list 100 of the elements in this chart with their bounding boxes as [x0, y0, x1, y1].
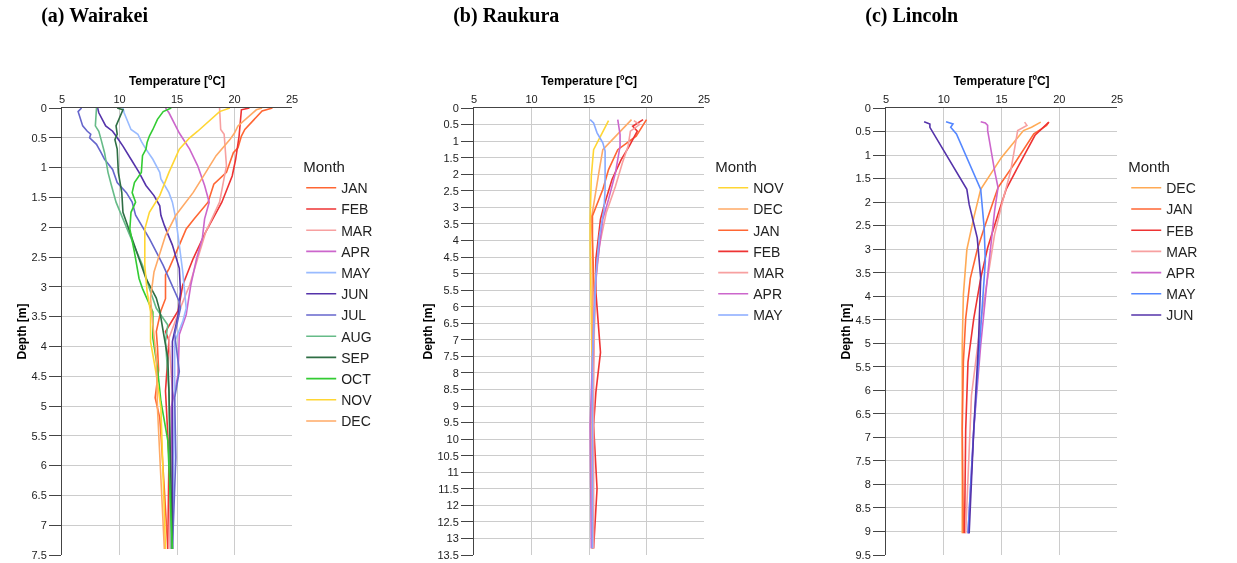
legend-label: JUL [341, 307, 367, 324]
y-axis-title: Depth [m] [14, 303, 29, 360]
y-tick-label: 2 [864, 195, 871, 208]
y-tick-label: 9 [864, 525, 871, 538]
legend-label: FEB [341, 201, 369, 218]
y-tick-label: 6.5 [443, 317, 459, 330]
y-tick-label: 6 [452, 300, 459, 313]
x-tick-label: 20 [640, 92, 653, 105]
x-tick-label: 25 [697, 92, 711, 105]
legend-label: JUN [1166, 307, 1194, 324]
legend-label: OCT [341, 371, 372, 388]
legend-label: SEP [341, 349, 370, 366]
y-tick-label: 10 [446, 432, 459, 445]
y-tick-label: 5.5 [855, 360, 871, 373]
x-axis-title: Temperature [ºC] [128, 73, 226, 88]
y-tick-label: 0.5 [855, 125, 871, 138]
y-tick-label: 8.5 [855, 501, 871, 514]
y-tick-label: 1 [452, 134, 459, 147]
y-tick-label: 5 [864, 337, 871, 350]
y-tick-label: 12 [446, 499, 459, 512]
legend-title: Month [1128, 158, 1170, 176]
y-tick-label: 0.5 [31, 131, 47, 144]
y-tick-label: 1 [40, 161, 47, 174]
y-tick-label: 8 [452, 366, 459, 379]
y-tick-label: 3.5 [31, 310, 47, 323]
y-tick-label: 12.5 [437, 515, 459, 528]
y-tick-label: 4.5 [855, 313, 871, 326]
chart-title: (b) Raukura [453, 4, 560, 28]
y-tick-label: 7.5 [443, 350, 459, 363]
legend-label: FEB [753, 243, 781, 260]
y-tick-label: 1.5 [855, 172, 871, 185]
legend-label: MAR [753, 265, 785, 282]
y-tick-label: 4.5 [31, 370, 47, 383]
y-tick-label: 7 [864, 431, 871, 444]
y-tick-label: 13.5 [437, 548, 459, 561]
y-tick-label: 2 [452, 168, 459, 181]
y-tick-label: 7 [452, 333, 459, 346]
y-tick-label: 3.5 [855, 266, 871, 279]
y-axis-title: Depth [m] [420, 303, 435, 360]
y-tick-label: 9.5 [443, 416, 459, 429]
y-tick-label: 1 [864, 148, 871, 161]
chart-title: (a) Wairakei [41, 4, 149, 28]
legend-label: MAR [341, 222, 373, 239]
y-tick-label: 6.5 [31, 489, 47, 502]
legend-label: APR [341, 243, 370, 260]
y-tick-label: 7 [40, 519, 47, 532]
y-tick-label: 5 [40, 399, 47, 412]
y-tick-label: 1.5 [31, 191, 47, 204]
y-tick-label: 5.5 [443, 283, 459, 296]
y-tick-label: 4.5 [443, 250, 459, 263]
legend-label: FEB [1166, 222, 1194, 239]
legend-label: NOV [341, 392, 373, 409]
y-tick-label: 6 [864, 384, 871, 397]
y-tick-label: 6 [40, 459, 47, 472]
legend-label: DEC [341, 413, 371, 430]
y-tick-label: 3 [864, 243, 871, 256]
y-tick-label: 5 [452, 267, 459, 280]
x-tick-label: 5 [470, 92, 478, 105]
y-tick-label: 4 [864, 290, 871, 303]
y-tick-label: 8.5 [443, 383, 459, 396]
legend-label: APR [753, 286, 782, 303]
y-tick-label: 0.5 [443, 118, 459, 131]
legend-label: MAY [753, 307, 784, 324]
y-tick-label: 1.5 [443, 151, 459, 164]
x-tick-label: 25 [285, 92, 299, 105]
legend-title: Month [715, 158, 757, 176]
legend-label: DEC [753, 201, 783, 218]
y-tick-label: 11.5 [438, 482, 459, 495]
y-tick-label: 0 [864, 101, 871, 114]
legend-label: MAY [341, 265, 372, 282]
legend-label: MAY [1166, 286, 1197, 303]
chart-title: (c) Lincoln [865, 4, 959, 28]
x-tick-label: 25 [1110, 92, 1124, 105]
x-tick-label: 10 [937, 92, 950, 105]
y-tick-label: 7.5 [31, 548, 47, 561]
y-tick-label: 2 [40, 221, 47, 234]
x-tick-label: 20 [228, 92, 241, 105]
legend-label: JUN [341, 286, 369, 303]
x-tick-label: 5 [882, 92, 890, 105]
x-axis-title: Temperature [ºC] [540, 73, 638, 88]
x-tick-label: 20 [1053, 92, 1066, 105]
x-tick-label: 5 [58, 92, 66, 105]
y-tick-label: 2.5 [443, 184, 459, 197]
x-tick-label: 10 [113, 92, 126, 105]
y-tick-label: 2.5 [855, 219, 871, 232]
y-axis-title: Depth [m] [838, 303, 853, 360]
legend-title: Month [303, 158, 345, 176]
y-tick-label: 8 [864, 478, 871, 491]
x-tick-label: 15 [995, 92, 1008, 105]
y-tick-label: 5.5 [31, 429, 47, 442]
y-tick-label: 7.5 [855, 454, 871, 467]
legend-label: AUG [341, 328, 372, 345]
y-tick-label: 2.5 [31, 250, 47, 263]
y-tick-label: 0 [40, 101, 47, 114]
legend-label: MAR [1166, 243, 1198, 260]
x-axis-title: Temperature [ºC] [953, 73, 1050, 88]
y-tick-label: 9.5 [855, 548, 871, 561]
y-tick-label: 3 [452, 201, 459, 214]
y-tick-label: 6.5 [855, 407, 871, 420]
x-tick-label: 10 [525, 92, 538, 105]
